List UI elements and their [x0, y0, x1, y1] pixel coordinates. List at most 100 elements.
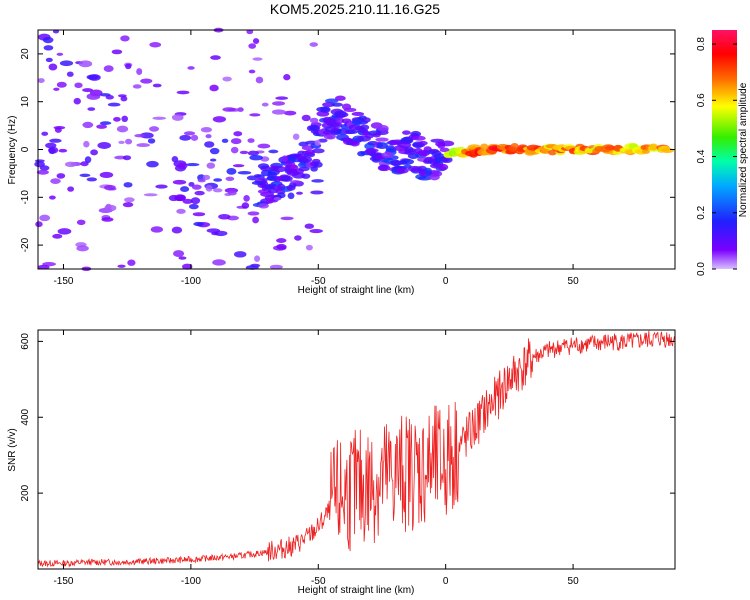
heatmap-cell: [326, 133, 336, 140]
heatmap-cell: [226, 167, 237, 175]
heatmap-cell: [222, 107, 236, 112]
heatmap-cell: [86, 93, 101, 100]
heatmap-cell: [76, 245, 89, 252]
heatmap-cell: [99, 93, 111, 97]
heatmap-cell: [222, 76, 232, 82]
bottom-y-tick-label: 600: [20, 333, 31, 350]
heatmap-cell: [35, 221, 43, 228]
heatmap-cell: [440, 140, 455, 147]
heatmap-cell: [132, 84, 142, 89]
bottom-y-tick-label: 400: [20, 408, 31, 425]
top-y-tick-label: 0: [20, 146, 31, 152]
heatmap-cell: [39, 165, 50, 171]
heatmap-cell: [292, 153, 302, 157]
heatmap-cell: [149, 126, 160, 132]
heatmap-cell: [123, 182, 133, 188]
heatmap-cell: [243, 195, 250, 202]
heatmap-cell: [188, 203, 199, 210]
heatmap-cell: [301, 173, 311, 179]
heatmap-cell: [423, 167, 432, 174]
heatmap-cell: [281, 155, 288, 163]
heatmap-cell: [269, 264, 283, 270]
heatmap-cell: [642, 149, 651, 154]
heatmap-cell: [334, 95, 346, 101]
colorbar-tick-label: 0.0: [696, 262, 707, 276]
colorbar-gradient: [712, 30, 737, 269]
bottom-x-tick-label: 50: [568, 576, 580, 587]
heatmap-cell: [268, 149, 279, 154]
heatmap-cell: [116, 125, 129, 133]
heatmap-cell: [171, 114, 184, 121]
heatmap-cell: [84, 156, 92, 164]
heatmap-cell: [310, 166, 318, 172]
heatmap-cell: [57, 228, 72, 235]
heatmap-cell: [146, 160, 159, 168]
heatmap-cell: [212, 116, 227, 123]
heatmap-cell: [118, 140, 125, 145]
heatmap-cell: [76, 219, 86, 226]
bottom-x-tick-label: 0: [443, 576, 449, 587]
heatmap-cell: [37, 78, 45, 84]
heatmap-cell: [41, 131, 49, 136]
heatmap-cell: [381, 151, 394, 159]
heatmap-cell: [334, 110, 347, 118]
heatmap-cell: [313, 161, 323, 168]
heatmap-cell: [136, 143, 150, 148]
snr-series-line: [37, 330, 676, 568]
heatmap-cell: [377, 125, 389, 132]
heatmap-cell: [214, 230, 228, 237]
bottom-y-axis-label: SNR (v/v): [7, 428, 18, 471]
heatmap-cell: [437, 163, 449, 171]
heatmap-cell: [185, 162, 200, 167]
heatmap-layer: [34, 27, 675, 272]
bottom-x-ticks: -150 -100 -50 0 50: [53, 330, 579, 587]
heatmap-cell: [276, 243, 287, 250]
heatmap-cell: [122, 155, 132, 161]
heatmap-cell: [52, 29, 60, 34]
bottom-x-axis-label: Height of straight line (km): [298, 585, 415, 596]
heatmap-cell: [96, 124, 108, 129]
heatmap-cell: [209, 147, 220, 155]
heatmap-cell: [352, 118, 363, 126]
heatmap-cell: [314, 139, 321, 146]
heatmap-cell: [172, 179, 187, 185]
heatmap-cell: [395, 167, 409, 174]
heatmap-cell: [210, 55, 221, 60]
heatmap-cell: [120, 95, 128, 102]
top-x-tick-label: -50: [311, 276, 326, 287]
heatmap-cell: [73, 97, 81, 105]
heatmap-cell: [206, 162, 216, 169]
heatmap-cell: [257, 143, 271, 149]
top-y-tick-label: -20: [20, 237, 31, 252]
heatmap-cell: [397, 142, 412, 148]
heatmap-cell: [74, 82, 83, 89]
heatmap-cell: [318, 138, 328, 143]
heatmap-cell: [249, 155, 263, 161]
heatmap-cell: [331, 102, 343, 107]
heatmap-cell: [176, 208, 186, 214]
heatmap-cell: [218, 213, 231, 220]
heatmap-cell: [280, 175, 293, 182]
heatmap-cell: [103, 65, 114, 73]
heatmap-cell: [48, 195, 56, 200]
heatmap-cell: [90, 149, 98, 156]
heatmap-cell: [547, 149, 558, 156]
colorbar-tick-label: 0.2: [696, 205, 707, 219]
heatmap-cell: [176, 90, 190, 95]
heatmap-cell: [402, 130, 411, 135]
heatmap-cell: [209, 158, 217, 162]
heatmap-cell: [82, 121, 94, 129]
heatmap-cell: [374, 155, 386, 160]
heatmap-cell: [117, 264, 126, 268]
heatmap-cell: [140, 132, 154, 139]
top-y-tick-label: 20: [20, 48, 31, 60]
heatmap-cell: [83, 140, 90, 148]
heatmap-cell: [301, 114, 311, 122]
heatmap-cell: [324, 98, 339, 104]
heatmap-cell: [209, 84, 219, 92]
heatmap-cell: [37, 264, 50, 270]
heatmap-cell: [385, 147, 397, 153]
heatmap-cell: [124, 197, 135, 203]
heatmap-cell: [361, 117, 371, 123]
